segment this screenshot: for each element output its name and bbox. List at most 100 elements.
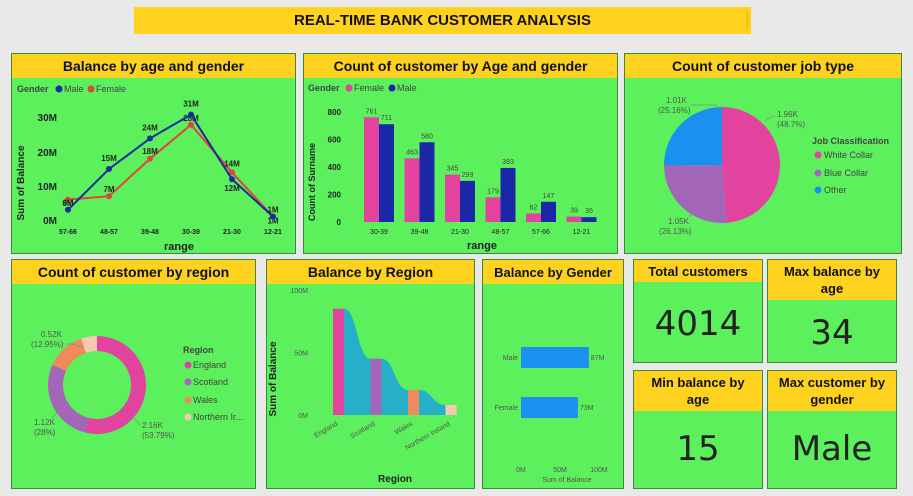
legend-item: Blue Collar: [824, 168, 868, 178]
data-label: 24M: [142, 123, 158, 132]
job-type-pie-chart[interactable]: 1.01K (25.16%) 1.96K (48.7%) 1.05K (26.1…: [625, 78, 903, 255]
kpi-title: Max balance by age: [768, 260, 896, 300]
y-tick: 600: [328, 136, 342, 145]
legend-female: Female: [354, 83, 384, 93]
gender-bar: [521, 347, 589, 368]
balance-region-panel[interactable]: Balance by Region Sum of Balance 0M 50M 10…: [266, 259, 475, 489]
y-tick: 0M: [43, 216, 57, 227]
x-tick: England: [313, 421, 339, 440]
y-axis-label: Sum of Balance: [16, 145, 27, 220]
legend-title: Gender: [308, 83, 340, 93]
y-tick: 20M: [38, 148, 57, 159]
bar-female: [364, 117, 379, 222]
data-label: 18M: [142, 147, 158, 156]
legend-dot: [814, 169, 822, 177]
kpi-max-balance-age[interactable]: Max balance by age 34: [767, 259, 897, 363]
y-tick: Female: [495, 405, 518, 412]
count-age-gender-chart[interactable]: Gender Female Male Count of Surname 0 200…: [304, 78, 619, 255]
data-label: 711: [381, 115, 392, 122]
region-panel[interactable]: Count of customer by region 0.52K (12.95…: [11, 259, 256, 489]
count-age-gender-panel[interactable]: Count of customer by Age and gender Gend…: [303, 53, 618, 254]
data-label: 1M: [267, 217, 278, 226]
y-axis-label: Sum of Balance: [268, 341, 279, 416]
data-label: 179: [487, 188, 499, 195]
data-label: 3M: [62, 199, 73, 208]
job-type-panel[interactable]: Count of customer job type 1.01K (25.16%…: [624, 53, 902, 254]
legend-item: Other: [824, 185, 847, 195]
data-label: 761: [366, 108, 378, 115]
legend-item: Northern Ir...: [193, 412, 243, 422]
legend-item: White Collar: [824, 150, 873, 160]
x-axis-label: Sum of Balance: [542, 477, 592, 484]
data-label: 87M: [591, 355, 605, 362]
panel-title: Count of customer by Age and gender: [304, 54, 617, 78]
data-label: 39: [570, 208, 578, 215]
dashboard-title: REAL-TIME BANK CUSTOMER ANALYSIS: [134, 7, 751, 34]
legend-dot: [814, 151, 822, 159]
legend-male: Male: [397, 83, 417, 93]
ribbon-bar: [333, 308, 344, 415]
region-donut-chart[interactable]: 0.52K (12.95%) 1.12K (28%) 2.16K (53.79%…: [12, 284, 257, 490]
line-point: [65, 206, 71, 213]
donut-label: (12.95%): [31, 340, 64, 349]
pie-label: (26.13%): [659, 227, 692, 236]
legend-female: Female: [96, 84, 126, 94]
x-tick: Scotland: [349, 421, 376, 441]
kpi-value: 34: [810, 313, 854, 353]
y-tick: 200: [328, 191, 342, 200]
data-label: 31M: [183, 100, 199, 109]
legend-male: Male: [64, 84, 84, 94]
x-tick: 57-66: [532, 229, 550, 236]
x-tick: 57-66: [59, 229, 77, 236]
legend-dot: [184, 361, 192, 369]
panel-title: Count of customer by region: [12, 260, 255, 284]
kpi-title: Min balance by age: [634, 371, 762, 411]
slice-scotland: [48, 364, 89, 433]
data-label: 12M: [224, 184, 240, 193]
balance-gender-chart[interactable]: Male 87M Female 73M 0M 50M 100M Sum of Balance: [483, 284, 625, 490]
data-label: 7M: [103, 185, 114, 194]
bar-male: [581, 217, 597, 222]
label-leader-line: [51, 408, 61, 419]
title-accent: [746, 12, 749, 28]
line-point: [147, 155, 153, 162]
slice-white-collar: [722, 107, 781, 223]
x-tick: 39-48: [141, 229, 159, 236]
bar-female: [404, 158, 420, 222]
line-point: [229, 176, 235, 183]
y-tick: 400: [328, 163, 342, 172]
x-axis-label: range: [164, 241, 194, 253]
slice-northern-ireland: [81, 336, 97, 353]
pie-label: 1.96K: [777, 110, 799, 119]
job-pie-slices: [664, 107, 781, 224]
kpi-total-customers[interactable]: Total customers 4014: [633, 259, 763, 363]
panel-title: Balance by Region: [267, 260, 474, 284]
x-tick: 12-21: [573, 229, 591, 236]
data-label: 15M: [101, 154, 117, 163]
line-point: [270, 213, 276, 220]
x-axis-label: range: [467, 240, 497, 252]
line-point: [106, 193, 112, 200]
legend-dot: [184, 396, 192, 404]
legend-dot: [814, 186, 822, 194]
kpi-min-balance-age[interactable]: Min balance by age 15: [633, 370, 763, 489]
data-label: 147: [543, 193, 555, 200]
ribbon-band: [344, 308, 457, 415]
legend-title: Gender: [17, 84, 49, 94]
line-point: [106, 166, 112, 172]
data-label: 73M: [580, 405, 594, 412]
bar-male: [500, 167, 516, 222]
balance-age-gender-chart[interactable]: Gender Male Female Sum of Balance 30M 20…: [12, 78, 297, 255]
legend-male-dot: [55, 85, 63, 93]
balance-gender-panel[interactable]: Balance by Gender Male 87M Female 73M 0M 50M 1…: [482, 259, 624, 489]
dashboard-title-text: REAL-TIME BANK CUSTOMER ANALYSIS: [294, 12, 591, 29]
data-label: 62: [530, 204, 538, 211]
balance-region-chart[interactable]: Sum of Balance 0M 50M 100M England Scotland W…: [267, 284, 476, 490]
balance-age-gender-panel[interactable]: Balance by age and gender Gender Male Fe…: [11, 53, 296, 254]
bar-female: [566, 216, 582, 222]
kpi-title: Total customers: [634, 260, 762, 282]
bar-female: [485, 197, 501, 222]
kpi-max-customer-gender[interactable]: Max customer by gender Male: [767, 370, 897, 489]
bar-female: [526, 213, 541, 222]
